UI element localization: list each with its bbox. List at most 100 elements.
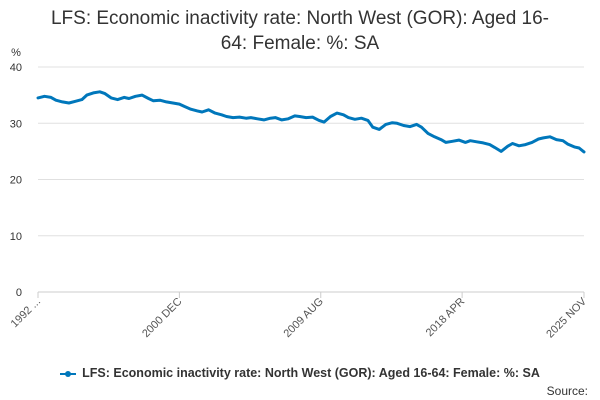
- data-point-69: [457, 138, 461, 142]
- data-point-39: [274, 116, 277, 119]
- data-point-2: [49, 96, 53, 99]
- data-point-85: [555, 138, 558, 141]
- data-point-14: [122, 96, 126, 99]
- data-point-70: [464, 141, 467, 144]
- data-point-76: [499, 150, 503, 153]
- data-point-31: [225, 115, 228, 118]
- data-point-33: [238, 115, 241, 119]
- data-point-37: [262, 118, 266, 122]
- data-point-43: [298, 115, 301, 118]
- data-point-16: [134, 95, 137, 98]
- data-point-29: [213, 111, 217, 115]
- data-point-86: [561, 139, 565, 142]
- data-point-89: [577, 146, 581, 150]
- data-point-55: [371, 126, 374, 129]
- data-point-80: [524, 143, 527, 146]
- data-point-8: [85, 93, 89, 97]
- data-point-67: [444, 141, 448, 144]
- data-point-59: [395, 122, 399, 125]
- data-point-50: [342, 113, 345, 117]
- data-point-72: [475, 140, 478, 143]
- data-point-27: [200, 110, 204, 114]
- data-point-81: [530, 141, 534, 144]
- data-point-74: [488, 143, 491, 146]
- data-point-11: [103, 92, 106, 95]
- data-point-22: [171, 101, 175, 105]
- data-point-53: [360, 117, 363, 120]
- data-point-68: [451, 140, 454, 143]
- data-point-12: [109, 96, 113, 100]
- data-point-52: [353, 118, 357, 121]
- y-axis-unit-label: %: [11, 47, 21, 59]
- data-point-47: [322, 120, 326, 124]
- data-point-56: [378, 128, 381, 131]
- data-point-64: [426, 132, 430, 135]
- data-point-32: [231, 116, 235, 119]
- series-line-0: [36, 90, 586, 154]
- data-point-10: [98, 90, 102, 94]
- data-point-45: [311, 115, 314, 119]
- data-point-23: [178, 102, 181, 106]
- data-point-41: [287, 117, 290, 121]
- data-point-0: [36, 96, 40, 100]
- data-point-57: [384, 123, 387, 126]
- y-tick-label-30: 30: [10, 118, 22, 130]
- data-point-84: [548, 135, 552, 138]
- x-tick-label-2: 2009 AUG: [281, 296, 325, 340]
- data-point-42: [293, 114, 296, 118]
- data-point-48: [329, 115, 332, 118]
- data-point-9: [92, 91, 95, 95]
- data-point-25: [189, 108, 192, 111]
- data-point-44: [304, 116, 308, 119]
- data-point-51: [347, 116, 350, 119]
- data-point-82: [537, 137, 540, 141]
- y-tick-label-20: 20: [10, 175, 22, 187]
- data-point-62: [415, 123, 418, 126]
- data-point-75: [493, 146, 496, 149]
- data-point-36: [256, 117, 259, 121]
- data-point-90: [582, 150, 586, 154]
- data-point-1: [43, 95, 46, 98]
- source-label: Source:: [546, 384, 588, 398]
- data-point-28: [207, 108, 210, 112]
- data-point-4: [61, 100, 64, 104]
- data-point-61: [408, 125, 412, 128]
- data-point-65: [433, 135, 436, 138]
- data-point-49: [335, 111, 339, 115]
- data-point-18: [147, 97, 150, 100]
- data-point-77: [506, 145, 509, 148]
- gridlines: [38, 66, 584, 293]
- legend[interactable]: LFS: Economic inactivity rate: North Wes…: [0, 366, 600, 380]
- data-point-6: [74, 100, 77, 103]
- data-point-15: [127, 97, 131, 100]
- data-point-19: [152, 99, 155, 103]
- x-tick-label-3: 2018 APR: [424, 296, 468, 340]
- data-point-63: [420, 126, 423, 129]
- data-point-40: [280, 118, 283, 122]
- chart-title: LFS: Economic inactivity rate: North Wes…: [0, 6, 600, 56]
- series-layer: [36, 90, 586, 154]
- data-point-7: [80, 98, 84, 101]
- data-point-73: [482, 141, 485, 145]
- data-point-17: [140, 93, 144, 97]
- y-tick-label-40: 40: [10, 62, 22, 74]
- x-tick-label-4: 2025 NOV: [544, 295, 589, 340]
- data-point-79: [517, 144, 521, 147]
- data-point-58: [391, 121, 394, 124]
- x-tick-label-0: 1992 ...: [9, 296, 43, 330]
- data-point-13: [116, 98, 119, 101]
- x-tick-label-1: 2000 DEC: [140, 296, 184, 340]
- data-point-20: [158, 99, 162, 102]
- data-point-35: [249, 116, 253, 119]
- data-point-24: [183, 105, 186, 108]
- y-tick-label-10: 10: [10, 231, 22, 243]
- data-point-38: [269, 117, 272, 120]
- legend-label: LFS: Economic inactivity rate: North Wes…: [82, 366, 540, 380]
- data-point-88: [573, 145, 576, 149]
- data-point-30: [220, 113, 223, 117]
- data-point-83: [542, 136, 545, 140]
- data-point-60: [402, 124, 405, 127]
- data-point-46: [317, 119, 321, 122]
- data-point-87: [566, 142, 569, 146]
